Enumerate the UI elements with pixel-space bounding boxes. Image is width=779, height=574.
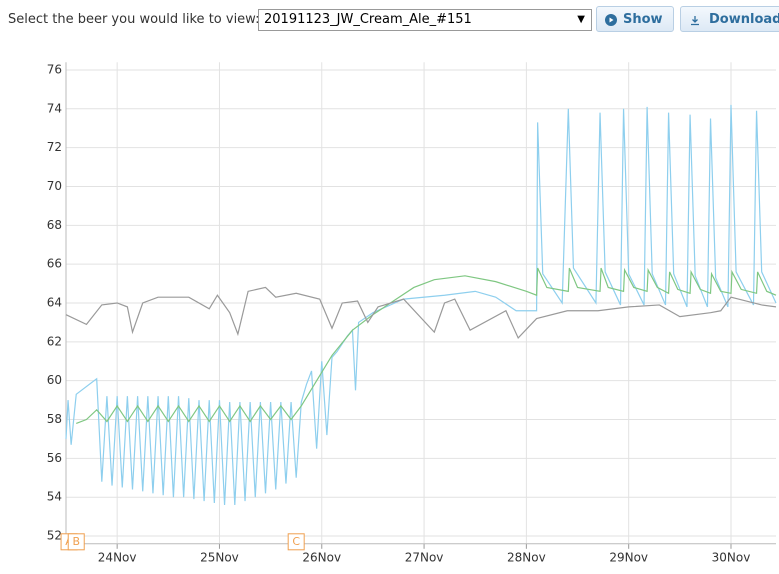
y-tick-label: 66 <box>47 257 62 271</box>
y-tick-label: 70 <box>47 179 62 193</box>
series-line <box>76 267 777 424</box>
x-tick-label: 30Nov <box>712 550 751 564</box>
x-tick-label: 25Nov <box>200 550 239 564</box>
chart: 52 54 56 58 60 62 64 66 68 70 72 74 76 24Nov 25Nov 26No… <box>47 62 777 564</box>
annotation-box <box>67 533 85 551</box>
selected-beer: 20191123_JW_Cream_Ale_#151 <box>264 12 472 27</box>
y-tick-label: 68 <box>47 218 62 232</box>
play-icon <box>605 14 617 26</box>
beer-select[interactable]: 20191123_JW_Cream_Ale_#151 ▼ <box>258 9 592 31</box>
y-tick-label: 54 <box>47 490 62 504</box>
show-button[interactable]: Show <box>596 6 674 32</box>
y-tick-label: 64 <box>47 296 62 310</box>
dropdown-arrow: ▼ <box>577 14 585 25</box>
annotation-label: B <box>72 535 80 548</box>
y-tick-label: 76 <box>47 62 62 76</box>
y-tick-label: 72 <box>47 140 62 154</box>
download-button[interactable]: Download <box>680 6 779 32</box>
y-tick-label: 62 <box>47 334 62 348</box>
y-tick-label: 52 <box>47 529 62 543</box>
series-line <box>65 104 777 505</box>
series-line <box>65 286 777 340</box>
download-label: Download <box>709 12 779 27</box>
x-tick-label: 29Nov <box>609 550 648 564</box>
download-icon <box>691 16 699 26</box>
x-tick-label: 24Nov <box>98 550 137 564</box>
prompt: Select the beer you would like to view: <box>8 12 260 27</box>
y-tick-label: 60 <box>47 373 62 387</box>
x-tick-label: 28Nov <box>507 550 546 564</box>
y-tick-label: 58 <box>47 412 62 426</box>
annotation-box <box>287 533 305 551</box>
x-tick-label: 26Nov <box>302 550 341 564</box>
annotation-label: C <box>292 535 300 548</box>
x-tick-label: 27Nov <box>405 550 444 564</box>
toolbar: Select the beer you would like to view: … <box>0 0 779 40</box>
y-tick-label: 56 <box>47 451 62 465</box>
y-tick-label: 74 <box>47 101 62 115</box>
show-label: Show <box>623 12 663 27</box>
